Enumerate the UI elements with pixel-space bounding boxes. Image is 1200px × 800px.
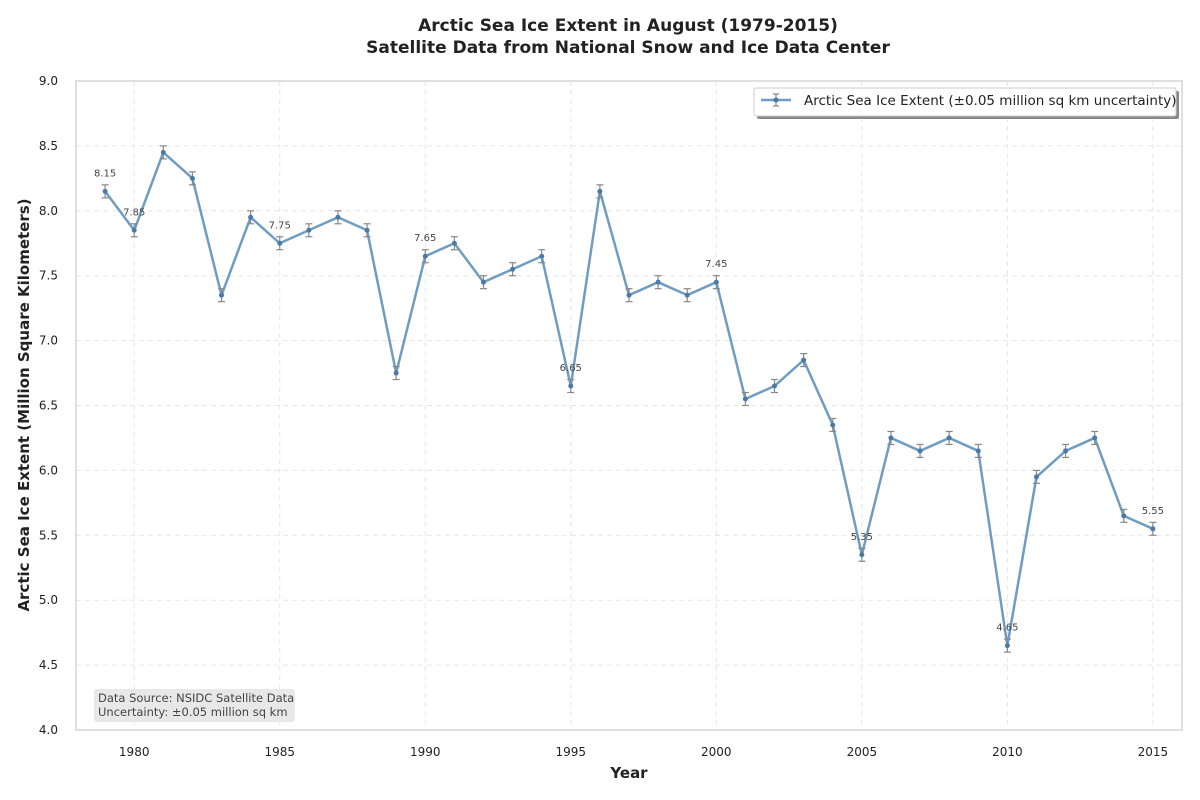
y-tick-label: 6.5 — [39, 399, 58, 413]
x-tick-label: 2000 — [701, 745, 732, 759]
data-point — [975, 448, 981, 454]
data-label: 7.75 — [269, 220, 291, 231]
x-tick-label: 1980 — [119, 745, 150, 759]
data-point — [539, 253, 545, 259]
data-point — [335, 214, 341, 220]
data-label: 7.65 — [414, 233, 436, 244]
data-point — [713, 279, 719, 285]
y-tick-label: 8.0 — [39, 204, 58, 218]
data-point — [451, 240, 457, 246]
data-point — [510, 266, 516, 272]
note-box — [94, 689, 295, 722]
data-point — [830, 422, 836, 428]
data-point — [946, 435, 952, 441]
chart-title-line2: Satellite Data from National Snow and Ic… — [366, 38, 890, 58]
y-axis-label: Arctic Sea Ice Extent (Million Square Ki… — [15, 198, 33, 611]
y-tick-label: 7.0 — [39, 334, 58, 348]
data-point — [597, 188, 603, 194]
data-point — [102, 188, 108, 194]
data-point — [248, 214, 254, 220]
series-line — [103, 151, 1155, 647]
data-point — [1150, 526, 1156, 532]
data-label-layer: 8.15 7.85 7.75 7.65 6.65 7.45 5.35 4.65 5.55 — [94, 168, 1164, 633]
legend: Arctic Sea Ice Extent (±0.05 million sq … — [753, 87, 1179, 119]
x-tick-label: 2015 — [1138, 745, 1169, 759]
y-tick-label: 5.5 — [39, 528, 58, 542]
y-tick-label: 7.5 — [39, 269, 58, 283]
x-tick-label: 1985 — [264, 745, 295, 759]
data-point — [801, 357, 807, 363]
legend-marker-swatch — [773, 97, 779, 103]
data-label: 6.65 — [560, 363, 582, 374]
grid-layer — [76, 80, 1182, 731]
data-point — [219, 292, 225, 298]
data-point — [364, 227, 370, 233]
data-point — [189, 175, 195, 181]
y-tick-label: 8.5 — [39, 139, 58, 153]
data-point — [277, 240, 283, 246]
note-line-uncertainty: Uncertainty: ±0.05 million sq km — [98, 705, 288, 719]
data-point — [1063, 448, 1069, 454]
y-tick-label: 4.0 — [39, 723, 58, 737]
y-tick-label: 5.0 — [39, 593, 58, 607]
plot-area-frame — [75, 80, 1183, 731]
data-label: 7.85 — [123, 207, 145, 218]
data-point — [888, 435, 894, 441]
data-label: 7.45 — [705, 259, 727, 270]
series-layer — [101, 145, 1157, 653]
data-point — [393, 370, 399, 376]
x-axis-label: Year — [609, 764, 648, 782]
data-point — [742, 396, 748, 402]
data-source-note: Data Source: NSIDC Satellite Data Uncert… — [94, 689, 295, 722]
data-point — [655, 279, 661, 285]
data-point — [160, 149, 166, 155]
data-label: 5.55 — [1142, 506, 1164, 517]
note-line-source: Data Source: NSIDC Satellite Data — [98, 691, 294, 705]
y-tick-label: 9.0 — [39, 74, 58, 88]
data-point — [568, 383, 574, 389]
data-point — [859, 552, 865, 558]
data-point — [131, 227, 137, 233]
data-point — [626, 292, 632, 298]
data-point — [684, 292, 690, 298]
data-label: 5.35 — [851, 532, 873, 543]
x-tick-label: 1995 — [556, 745, 587, 759]
tick-labels: 1980 1985 1990 1995 2000 2005 2010 2015 4.0 4.5 5.… — [39, 74, 1168, 759]
data-point — [1004, 643, 1010, 649]
data-point — [1033, 474, 1039, 480]
data-point — [1092, 435, 1098, 441]
y-tick-label: 4.5 — [39, 658, 58, 672]
data-point — [480, 279, 486, 285]
data-point — [917, 448, 923, 454]
data-point — [306, 227, 312, 233]
x-tick-label: 2010 — [992, 745, 1023, 759]
data-label: 8.15 — [94, 168, 116, 179]
legend-entry-label: Arctic Sea Ice Extent (±0.05 million sq … — [804, 93, 1177, 109]
legend-box — [753, 87, 1177, 117]
data-label: 4.65 — [996, 623, 1018, 634]
x-tick-label: 2005 — [847, 745, 878, 759]
chart-title-line1: Arctic Sea Ice Extent in August (1979-20… — [418, 16, 838, 36]
data-point — [1121, 513, 1127, 519]
data-point — [422, 253, 428, 259]
y-tick-label: 6.0 — [39, 463, 58, 477]
x-tick-label: 1990 — [410, 745, 441, 759]
data-point — [772, 383, 778, 389]
